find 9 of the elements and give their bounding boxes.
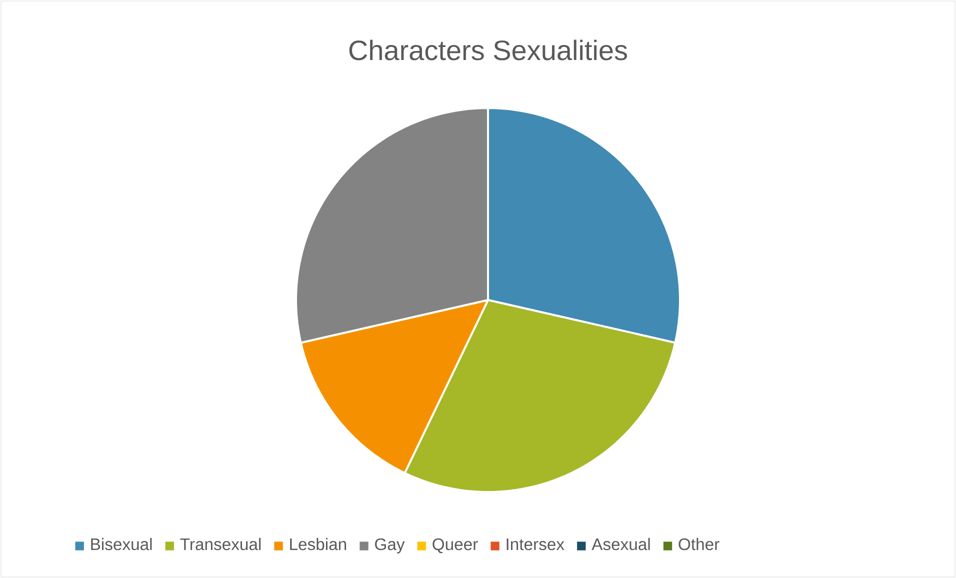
legend-label: Queer: [432, 538, 478, 554]
legend-label: Lesbian: [290, 538, 346, 550]
legend-label: Intersex: [506, 538, 564, 550]
legend-label: Asexual: [592, 538, 650, 550]
legend-label: Other: [678, 538, 720, 550]
chart-title: Characters Sexualities: [349, 40, 627, 60]
legend-label: Gay: [375, 538, 405, 554]
legend-label: Transexual: [180, 538, 261, 550]
legend-label: Bisexual: [91, 538, 152, 550]
